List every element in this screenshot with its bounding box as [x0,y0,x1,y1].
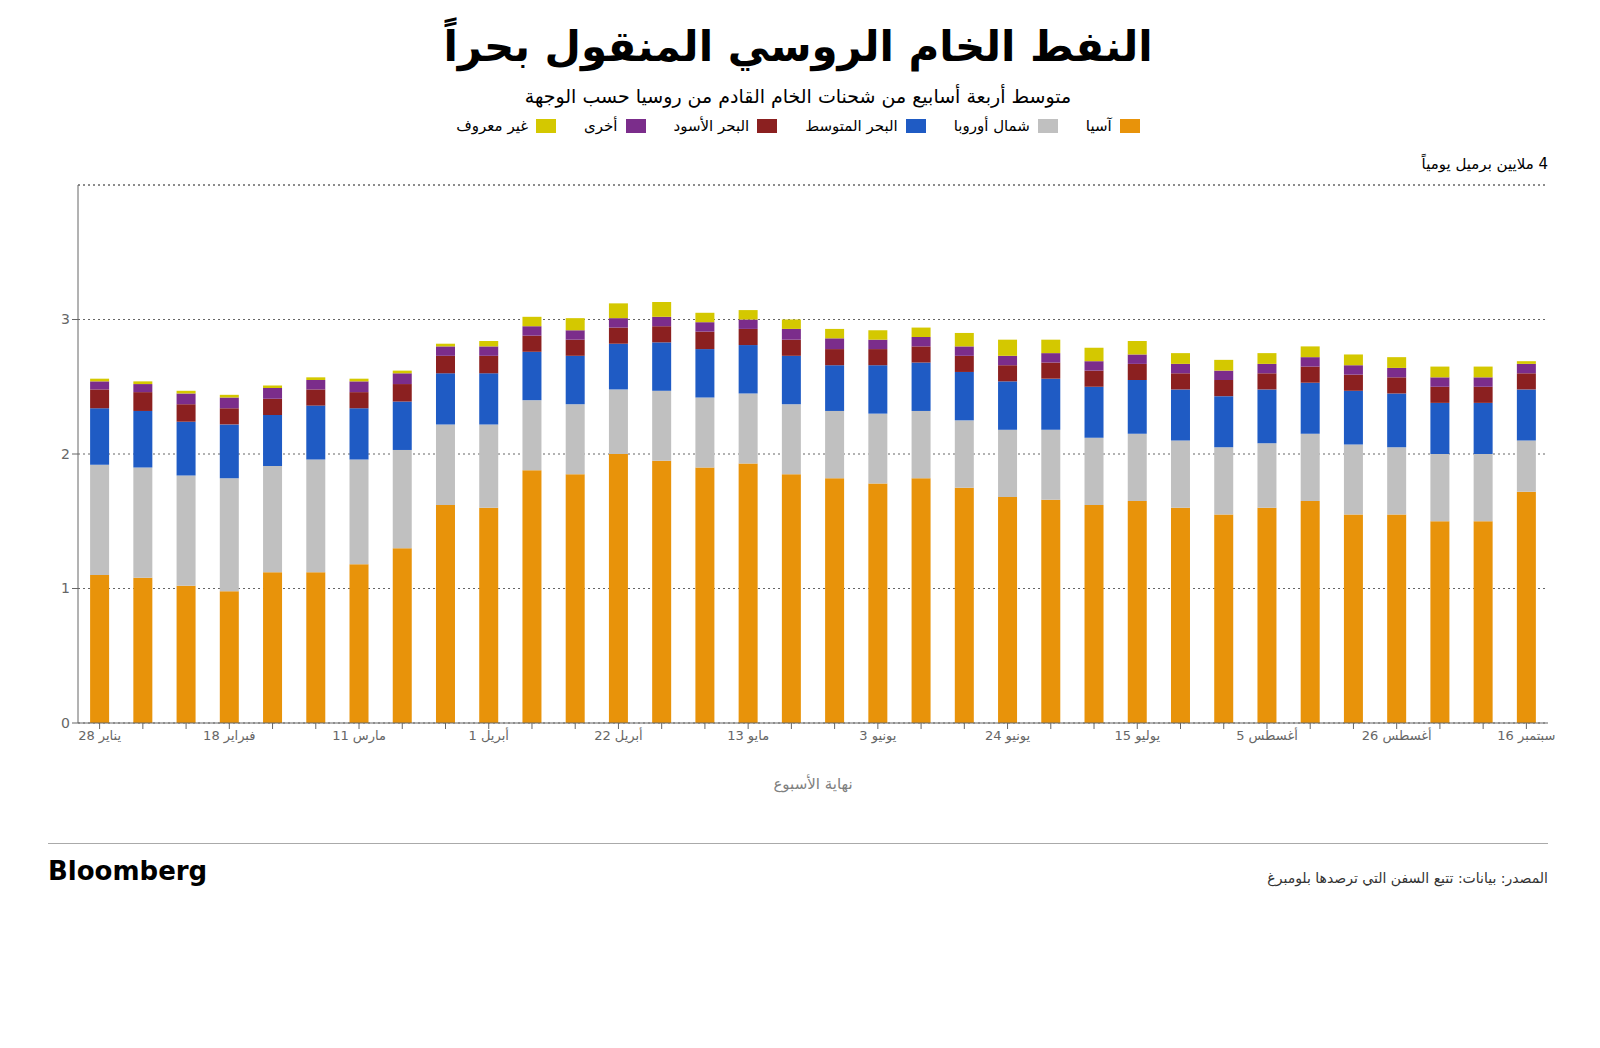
svg-text:3 يونيو: 3 يونيو [859,728,896,744]
svg-text:5 أغسطس: 5 أغسطس [1236,727,1298,744]
svg-text:26 أغسطس: 26 أغسطس [1362,727,1432,744]
html-text:أخرى: أخرى [584,117,618,135]
svg-text:1 أبريل: 1 أبريل [469,727,509,744]
svg-text:نهاية الأسبوع: نهاية الأسبوع [773,774,852,793]
svg-text:1: 1 [61,580,70,596]
html-text:شمال أوروبا: شمال أوروبا [953,117,1030,135]
html-text:المصدر: بيانات: تتبع السفن الت: المصدر: بيانات: تتبع السفن التي ترصدها ب… [1267,870,1548,886]
svg-text:24 يونيو: 24 يونيو [985,728,1031,744]
svg-text:13 مايو: 13 مايو [727,728,769,744]
svg-text:15 يوليو: 15 يوليو [1114,728,1160,744]
html-text:متوسط أربعة أسابيع من شحنات ال: متوسط أربعة أسابيع من شحنات الخام القادم… [524,85,1072,107]
html-text:البحر الأسود: البحر الأسود [673,117,750,135]
svg-text:16 سبتمبر: 16 سبتمبر [1497,728,1555,744]
html-text:النفط الخام الروسي المنقول بحر: النفط الخام الروسي المنقول بحراً [443,22,1153,71]
svg-text:11 مارس: 11 مارس [332,728,386,744]
html-text:آسيا: آسيا [1085,117,1112,135]
html-text:Bloomberg: Bloomberg [48,856,208,886]
svg-text:3: 3 [61,311,70,327]
html-text:4 ملايين برميل يومياً: 4 ملايين برميل يومياً [1421,155,1548,173]
svg-text:0: 0 [61,715,70,731]
svg-text:18 فبراير: 18 فبراير [203,728,255,744]
svg-text:28 يناير: 28 يناير [78,728,121,744]
html-text:البحر المتوسط: البحر المتوسط [805,117,898,135]
svg-text:2: 2 [61,446,70,462]
html-text:غير معروف: غير معروف [456,117,529,135]
svg-text:22 أبريل: 22 أبريل [594,727,643,744]
